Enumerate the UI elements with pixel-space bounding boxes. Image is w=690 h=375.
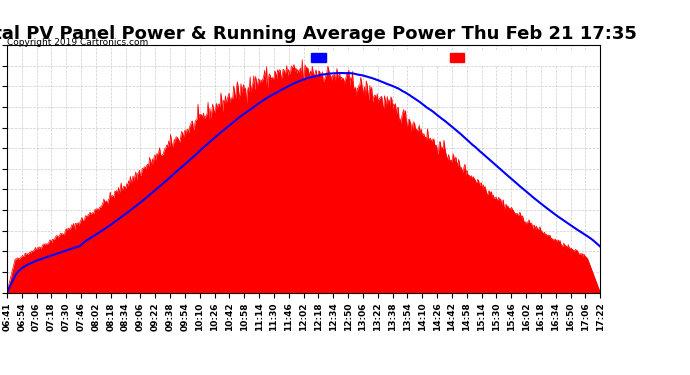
Text: Copyright 2019 Cartronics.com: Copyright 2019 Cartronics.com <box>7 38 148 47</box>
Title: Total PV Panel Power & Running Average Power Thu Feb 21 17:35: Total PV Panel Power & Running Average P… <box>0 26 637 44</box>
Legend: Average  (DC Watts), PV Panels  (DC Watts): Average (DC Watts), PV Panels (DC Watts) <box>308 50 595 66</box>
